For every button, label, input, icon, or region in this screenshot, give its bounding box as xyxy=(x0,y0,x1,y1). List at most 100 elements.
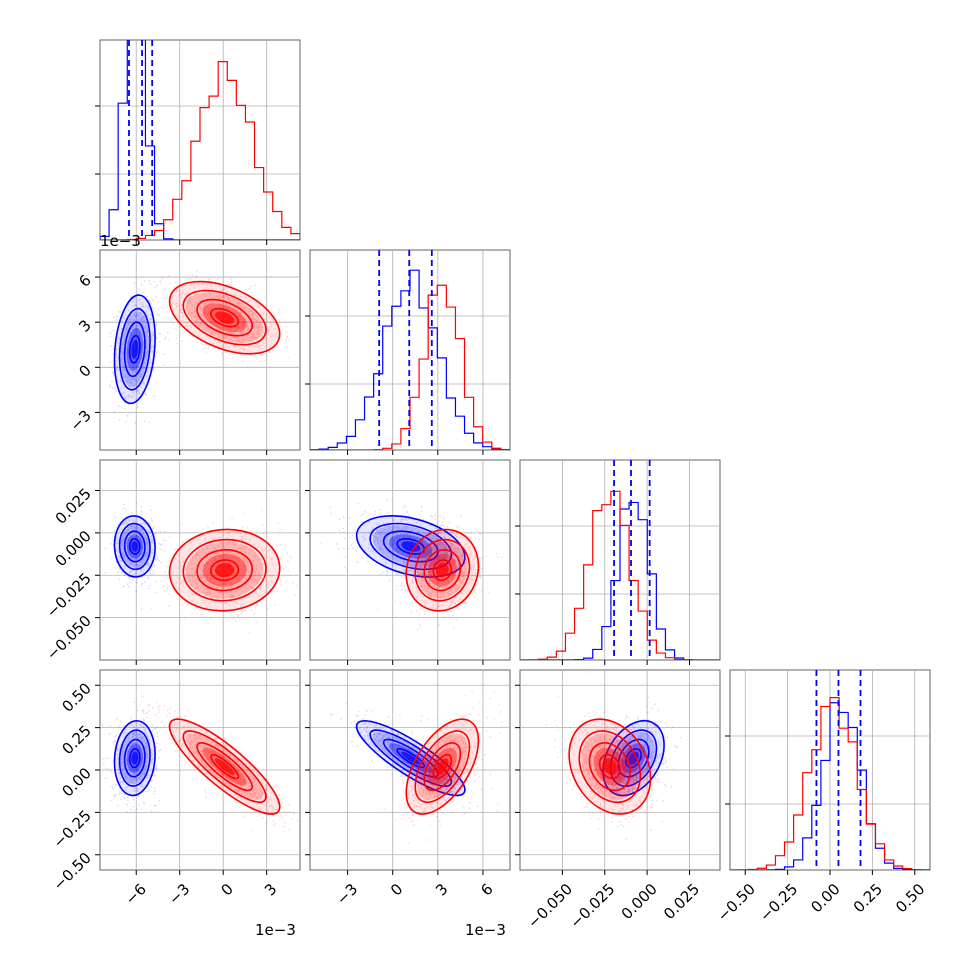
scatter-points-blue xyxy=(102,695,162,813)
y-tick-label: −0.25 xyxy=(50,806,95,851)
density-fill xyxy=(401,541,421,552)
contour-red xyxy=(182,538,267,602)
histogram-blue xyxy=(730,702,930,870)
histogram-red xyxy=(100,61,300,240)
scatter-panel-3-2: −0.050−0.025 0.000 0.025 xyxy=(515,669,721,932)
x-tick-label: 0.025 xyxy=(660,880,703,923)
contour-red xyxy=(182,730,267,804)
histogram-panel-1 xyxy=(305,249,511,455)
histogram-panel-3: −0.50−0.25 0.00 0.25 0.50 xyxy=(714,669,931,925)
x-tick-label: 6 xyxy=(477,880,496,899)
y-offset-label: 1e−3 xyxy=(100,232,141,250)
x-tick-label: −6 xyxy=(122,880,150,908)
contour-red xyxy=(414,538,471,602)
y-tick-label: 0.000 xyxy=(52,527,95,570)
density-fill xyxy=(131,339,139,359)
contour-blue xyxy=(123,738,146,778)
contour-red xyxy=(578,730,642,804)
contour-red xyxy=(210,559,240,582)
y-tick-label: −0.050 xyxy=(43,612,95,664)
contour-blue xyxy=(123,530,146,563)
density-fill xyxy=(602,758,617,775)
x-tick-label: 0 xyxy=(217,880,236,899)
contour-red xyxy=(196,549,253,592)
histogram-red xyxy=(310,284,510,450)
contour-red xyxy=(598,753,621,780)
contour-blue xyxy=(369,522,453,571)
density-fill xyxy=(131,541,139,552)
scatter-points-blue xyxy=(320,498,484,606)
contour-red xyxy=(210,753,240,780)
density-fill xyxy=(215,311,235,324)
x-offset-label-param1: 1e−3 xyxy=(465,921,506,939)
y-tick-label: 0.00 xyxy=(58,764,94,800)
contour-red xyxy=(168,528,281,612)
contour-red xyxy=(423,742,462,792)
x-tick-label: 3 xyxy=(432,880,451,899)
x-tick-label: −0.025 xyxy=(567,880,619,932)
y-tick-label: −3 xyxy=(66,407,94,435)
contour-blue xyxy=(118,522,151,571)
x-tick-label: 0.50 xyxy=(892,880,928,916)
y-tick-label: 0.25 xyxy=(58,722,94,758)
histogram-red xyxy=(730,697,930,870)
contour-blue xyxy=(625,748,642,769)
contour-blue xyxy=(355,515,466,578)
density-fill xyxy=(131,751,139,765)
x-tick-label: 3 xyxy=(261,880,280,899)
density-fill xyxy=(214,563,235,578)
y-tick-label: −0.50 xyxy=(50,849,95,894)
density-fill xyxy=(436,563,449,578)
contour-blue xyxy=(118,729,151,787)
contour-blue xyxy=(123,321,146,378)
contour-blue xyxy=(369,729,453,787)
contour-red xyxy=(568,718,652,815)
y-tick-label: 0 xyxy=(75,361,94,380)
contour-red xyxy=(405,718,480,815)
x-tick-label: −0.50 xyxy=(714,880,759,925)
contour-red xyxy=(405,528,480,612)
contour-red xyxy=(196,298,253,337)
y-tick-label: 6 xyxy=(75,271,94,290)
contour-blue xyxy=(113,294,156,405)
histogram-blue xyxy=(100,40,300,240)
scatter-points-red xyxy=(136,270,290,369)
scatter-panel-3-0: −6 −3 0 3 −0.50−0.25 0.00 0.25 0.50 xyxy=(50,669,301,908)
contour-blue xyxy=(382,738,439,778)
contour-red xyxy=(168,280,281,355)
x-offset-label-param0: 1e−3 xyxy=(255,921,296,939)
histogram-panel-0 xyxy=(95,39,301,245)
y-tick-label: 3 xyxy=(75,316,94,335)
contour-blue xyxy=(118,307,151,391)
contour-red xyxy=(432,559,453,582)
contour-blue xyxy=(382,530,439,563)
histogram-red xyxy=(520,490,720,660)
contour-blue xyxy=(128,334,141,364)
y-tick-label: 0.50 xyxy=(58,679,94,715)
contour-red xyxy=(414,730,471,804)
density-fill xyxy=(628,751,639,765)
contour-blue xyxy=(602,720,665,797)
contour-red xyxy=(182,289,267,346)
x-tick-label: −3 xyxy=(165,880,193,908)
contour-red xyxy=(210,307,240,328)
histogram-panel-2 xyxy=(515,459,721,665)
contour-blue xyxy=(609,729,658,787)
contour-blue xyxy=(113,720,156,797)
contour-blue xyxy=(128,748,141,769)
x-tick-label: 0.00 xyxy=(807,880,843,916)
x-tick-label: −3 xyxy=(333,880,361,908)
contour-red xyxy=(588,742,631,792)
x-tick-label: −0.050 xyxy=(524,880,576,932)
y-tick-label: −0.025 xyxy=(43,569,95,621)
contour-red xyxy=(196,742,253,792)
x-tick-label: 0.000 xyxy=(618,880,661,923)
x-tick-label: −0.25 xyxy=(756,880,801,925)
scatter-panel-2-1 xyxy=(305,459,511,665)
contour-red xyxy=(168,718,281,815)
contour-blue xyxy=(113,515,156,578)
x-tick-label: 0.25 xyxy=(850,880,886,916)
scatter-panel-3-1: −3 0 3 6 xyxy=(305,669,511,908)
contour-blue xyxy=(128,538,141,555)
contour-blue xyxy=(355,720,466,797)
